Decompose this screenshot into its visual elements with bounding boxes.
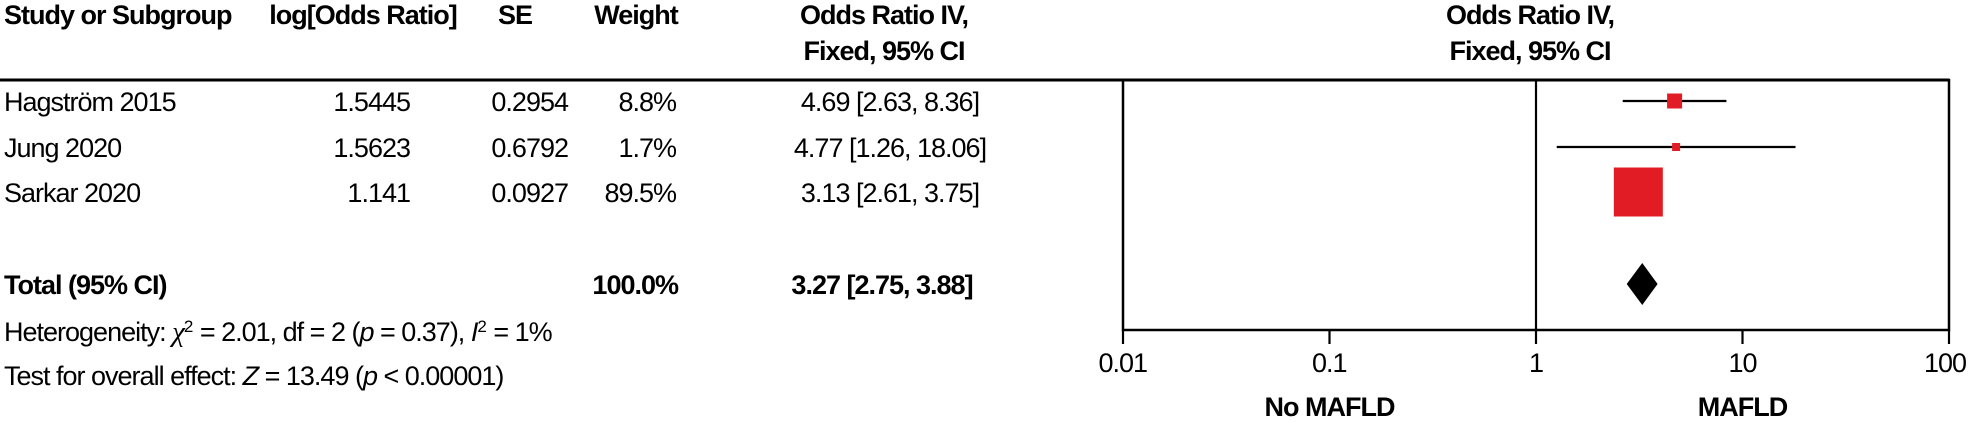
col-header-or-ci-line1: Odds Ratio IV, xyxy=(799,0,969,30)
weight-value: 89.5% xyxy=(604,178,677,208)
left-group-label: No MAFLD xyxy=(1264,392,1396,422)
total-weight-value: 100.0% xyxy=(592,270,679,300)
overall-effect-label: Test for overall effect: xyxy=(4,361,243,391)
col-header-or-ci-line2: Fixed, 95% CI xyxy=(803,36,965,66)
effect-square xyxy=(1613,167,1663,217)
overall-effect-stats: Test for overall effect: Z = 13.49 (p < … xyxy=(4,361,505,391)
p-value: < 0.00001) xyxy=(377,361,505,391)
col-header-study: Study or Subgroup xyxy=(4,0,232,30)
col-header-log-odds-ratio: log[Odds Ratio] xyxy=(269,0,457,30)
p-symbol: p xyxy=(359,317,374,347)
i-squared-symbol: I xyxy=(470,317,478,347)
total-diamond xyxy=(1626,263,1658,305)
se-value: 0.6792 xyxy=(491,133,569,163)
plot-header-line1: Odds Ratio IV, xyxy=(1445,0,1615,30)
axis-tick-label: 0.1 xyxy=(1312,348,1348,378)
chi-squared-symbol: χ xyxy=(172,316,185,348)
heterogeneity-label: Heterogeneity: xyxy=(4,317,173,347)
or-ci-value: 3.13 [2.61, 3.75] xyxy=(800,178,980,208)
axis-tick-label: 100 xyxy=(1924,348,1967,378)
total-label: Total (95% CI) xyxy=(4,270,168,300)
study-name: Jung 2020 xyxy=(4,133,122,163)
weight-value: 8.8% xyxy=(618,87,677,117)
plot-header-line2: Fixed, 95% CI xyxy=(1449,36,1611,66)
right-group-label: MAFLD xyxy=(1697,392,1788,422)
col-header-se: SE xyxy=(497,0,533,30)
axis-tick-label: 10 xyxy=(1728,348,1758,378)
se-value: 0.2954 xyxy=(491,87,569,117)
p-symbol: p xyxy=(362,361,378,391)
axis-tick-label: 0.01 xyxy=(1098,348,1149,378)
weight-value: 1.7% xyxy=(618,133,677,163)
heterogeneity-p-value: = 0.37), xyxy=(373,317,471,347)
effect-square xyxy=(1667,93,1683,109)
i-squared-value: = 1% xyxy=(486,317,552,347)
z-value: = 13.49 ( xyxy=(258,361,364,391)
z-symbol: Z xyxy=(242,361,259,391)
effect-square xyxy=(1672,143,1681,151)
chi-squared-exponent: 2 xyxy=(183,317,194,336)
axis-tick-label: 1 xyxy=(1529,348,1544,378)
or-ci-value: 4.77 [1.26, 18.06] xyxy=(793,133,987,163)
log-odds-ratio-value: 1.141 xyxy=(347,178,411,208)
log-odds-ratio-value: 1.5623 xyxy=(333,133,411,163)
study-name: Hagström 2015 xyxy=(4,87,177,117)
study-name: Sarkar 2020 xyxy=(4,178,141,208)
log-odds-ratio-value: 1.5445 xyxy=(333,87,411,117)
heterogeneity-values: = 2.01, df = 2 ( xyxy=(193,317,361,347)
or-ci-value: 4.69 [2.63, 8.36] xyxy=(800,87,980,117)
total-or-ci-value: 3.27 [2.75, 3.88] xyxy=(791,270,973,300)
col-header-weight: Weight xyxy=(594,0,678,30)
se-value: 0.0927 xyxy=(491,178,569,208)
heterogeneity-stats: Heterogeneity: χ2 = 2.01, df = 2 (p = 0.… xyxy=(4,316,553,351)
i-squared-exponent: 2 xyxy=(477,317,487,336)
